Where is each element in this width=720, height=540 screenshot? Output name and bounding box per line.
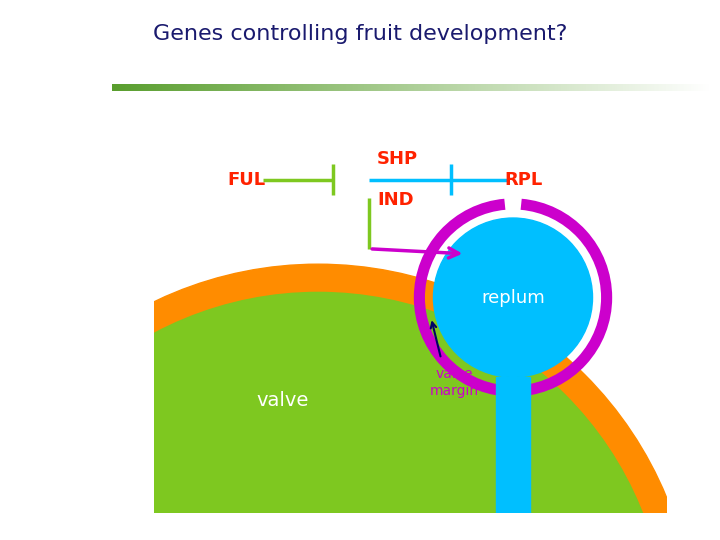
Text: valve
margin: valve margin <box>429 367 479 398</box>
Circle shape <box>0 264 695 540</box>
Bar <box>496 377 530 540</box>
Text: replum: replum <box>481 288 545 307</box>
Text: IND: IND <box>377 191 414 209</box>
Text: FUL: FUL <box>228 171 265 188</box>
Text: SHP: SHP <box>377 150 418 168</box>
Circle shape <box>433 218 593 377</box>
Text: valve: valve <box>256 390 308 410</box>
Text: RPL: RPL <box>504 171 542 188</box>
Text: Genes controlling fruit development?: Genes controlling fruit development? <box>153 24 567 44</box>
Circle shape <box>0 292 667 540</box>
